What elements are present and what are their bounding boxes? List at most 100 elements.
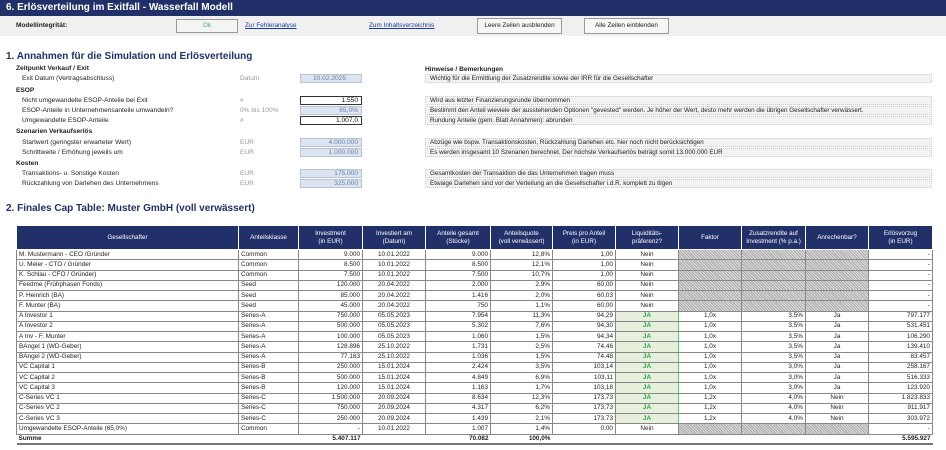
- table-cell: 1,0x: [678, 330, 742, 343]
- table-cell: 3,5%: [741, 341, 806, 353]
- table-cell: 1,2x: [678, 412, 742, 425]
- column-header: Liquiditäts- präferenz?: [615, 225, 679, 250]
- table-cell: 3,0%: [741, 371, 806, 384]
- table-cell: JA: [615, 320, 679, 333]
- table-cell: [805, 259, 869, 271]
- table-cell: 5.302: [425, 320, 491, 333]
- column-header: Anteilsquote (voll verwässert): [490, 225, 553, 250]
- table-cell: K. Schlau - CFO / Gründer): [16, 269, 239, 281]
- table-cell: 103,18: [552, 382, 616, 394]
- table-cell: 12,1%: [490, 259, 553, 271]
- assumption-value-input[interactable]: 4.000.000: [300, 138, 362, 147]
- table-cell: C-Series VC 2: [16, 402, 239, 415]
- table-cell: 4,0%: [741, 402, 806, 415]
- table-cell: 8.500: [425, 259, 491, 271]
- integrity-label: Modellintegrität:: [16, 22, 68, 29]
- assumption-value-input[interactable]: 1.550: [300, 96, 362, 105]
- table-cell: Series-A: [238, 351, 299, 363]
- assumption-value-input[interactable]: 1.000.000: [300, 148, 362, 157]
- column-header: Anteile gesamt (Stücke): [425, 225, 491, 250]
- assumption-value-input[interactable]: 325.000: [300, 179, 362, 188]
- assumption-value-input[interactable]: 65,0%: [300, 106, 362, 115]
- table-cell: -: [868, 423, 933, 435]
- table-cell: 85.000: [298, 289, 363, 302]
- assumption-note: Rundung Anteile (gem. Blatt Annahmen): a…: [425, 116, 932, 125]
- table-cell: 05.05.2023: [362, 310, 426, 322]
- table-cell: 103,14: [552, 361, 616, 374]
- table-cell: [678, 269, 742, 281]
- table-cell: Nein: [805, 392, 869, 404]
- table-cell: Ja: [805, 371, 869, 384]
- assumption-unit: #: [240, 97, 244, 104]
- table-cell: 4,0%: [741, 392, 806, 404]
- table-cell: 1.416: [425, 289, 491, 302]
- table-cell: [741, 259, 806, 271]
- total-label: Summe: [16, 433, 239, 446]
- show-all-rows-button[interactable]: Alle Zeilen einblenden: [584, 18, 669, 34]
- group-costs: Kosten: [16, 160, 39, 167]
- assumption-label: Nicht umgewandelte ESOP-Anteile bei Exit: [22, 97, 148, 104]
- table-cell: [741, 279, 806, 292]
- assumption-label: Umgewandelte ESOP-Anteile: [22, 117, 109, 124]
- table-cell: [805, 269, 869, 281]
- table-cell: 1.439: [425, 412, 491, 425]
- assumption-value-input[interactable]: 10.02.2025: [300, 74, 362, 83]
- table-cell: 3,5%: [741, 330, 806, 343]
- table-cell: 05.05.2023: [362, 320, 426, 333]
- table-cell: Common: [238, 259, 299, 271]
- table-row: F. Munter (BA) Seed 45.000 20.04.2022 750 1,1…: [16, 300, 933, 312]
- table-cell: 1.731: [425, 341, 491, 353]
- hide-empty-rows-button[interactable]: Leere Zeilen ausblenden: [477, 18, 562, 34]
- table-cell: -: [868, 300, 933, 312]
- table-cell: Ja: [805, 320, 869, 333]
- table-cell: 77.163: [298, 351, 363, 363]
- table-cell: 10,7%: [490, 269, 553, 281]
- table-cell: 1,0x: [678, 361, 742, 374]
- table-cell: -: [868, 269, 933, 281]
- assumption-value-input[interactable]: 1.007,0: [300, 116, 362, 125]
- table-cell: Nein: [805, 402, 869, 415]
- table-row: C-Series VC 2 Series-C 750.000 20.09.2024 4.…: [16, 402, 933, 415]
- table-cell: 0,00: [552, 423, 616, 435]
- assumption-unit: EUR: [240, 149, 254, 156]
- table-cell: 2,5%: [490, 341, 553, 353]
- table-cell: JA: [615, 351, 679, 363]
- table-cell: 8.634: [425, 392, 491, 404]
- table-cell: JA: [615, 310, 679, 322]
- table-cell: 2.424: [425, 361, 491, 374]
- table-cell: 20.04.2022: [362, 279, 426, 292]
- assumption-value-input[interactable]: 175.000: [300, 169, 362, 178]
- table-cell: Seed: [238, 289, 299, 302]
- assumption-label: Transaktions- u. Sonstige Kosten: [22, 170, 119, 177]
- table-cell: [678, 423, 742, 435]
- table-cell: -: [298, 423, 363, 435]
- group-scenarios: Szenarien Verkaufserlös: [16, 128, 93, 135]
- section-1-title: 1. Annahmen für die Simulation und Erlös…: [6, 51, 253, 62]
- table-cell: 45.000: [298, 300, 363, 312]
- table-cell: 1,0x: [678, 341, 742, 353]
- table-cell: 2,1%: [490, 412, 553, 425]
- toc-link[interactable]: Zum Inhaltsverzeichnis: [369, 22, 435, 29]
- table-cell: 3,0%: [741, 361, 806, 374]
- table-cell: 9.000: [298, 248, 363, 261]
- assumption-label: Schrittweite / Erhöhung jeweils um: [22, 149, 123, 156]
- table-row: U. Meier - CTO / Gründer Common 8.500 10.01…: [16, 259, 933, 271]
- table-cell: 10.01.2022: [362, 259, 426, 271]
- table-cell: [741, 289, 806, 302]
- table-cell: 3,5%: [490, 361, 553, 374]
- table-cell: C-Series VC 1: [16, 392, 239, 404]
- column-header: Zusatzrendite auf Investment (% p.a.): [741, 225, 806, 250]
- error-analysis-link[interactable]: Zur Fehleranalyse: [245, 22, 297, 29]
- table-cell: 1,5%: [490, 351, 553, 363]
- table-cell: Umgewandelte ESOP-Anteile (65,0%): [16, 423, 239, 435]
- table-cell: 3,0%: [741, 382, 806, 394]
- table-cell: 1,00: [552, 269, 616, 281]
- table-cell: 1.823.833: [868, 392, 933, 404]
- table-row: A Investor 2 Series-A 500.000 05.05.2023 5.3…: [16, 320, 933, 333]
- table-cell: [805, 289, 869, 302]
- table-cell: [805, 248, 869, 261]
- table-cell: JA: [615, 371, 679, 384]
- table-cell: 1.036: [425, 351, 491, 363]
- column-header: Preis pro Anteil (in EUR): [552, 225, 616, 250]
- assumption-note: Gesamtkosten der Transaktion die das Unt…: [425, 169, 932, 178]
